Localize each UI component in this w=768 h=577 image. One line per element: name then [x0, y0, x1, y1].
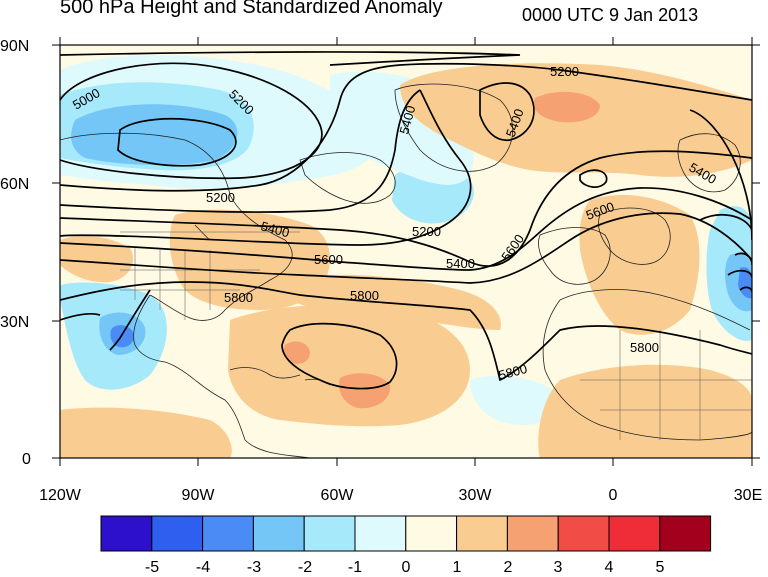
colorbar-label: 3: [554, 559, 563, 576]
colorbar-swatch: [252, 515, 305, 552]
map-frame: [59, 44, 753, 459]
axis-ticks: [52, 37, 760, 466]
colorbar-swatch: [659, 515, 712, 552]
lon-label: 30E: [734, 487, 762, 504]
lat-label: 30N: [0, 314, 29, 331]
contour-label: 5800: [350, 288, 379, 303]
anomaly-negative-atlantic: [470, 375, 563, 425]
anomaly-positive-caribbean-core: [339, 373, 391, 409]
anomaly-positive-caribbean: [228, 304, 470, 427]
latitude-labels: 90N 60N 30N 0: [0, 38, 31, 468]
lon-label: 90W: [182, 487, 216, 504]
anomaly-positive-africa: [538, 364, 752, 458]
borders: [120, 231, 752, 440]
lon-label: 0: [609, 487, 618, 504]
colorbar-swatch: [303, 515, 356, 552]
contour-label: 5800: [497, 361, 529, 383]
contour-label: 5600: [314, 252, 343, 267]
anomaly-positive-atlantic-west: [290, 274, 501, 330]
lat-label: 60N: [0, 176, 29, 193]
map-timestamp: 0000 UTC 9 Jan 2013: [522, 5, 699, 25]
lon-label: 30W: [459, 487, 493, 504]
lon-label: 120W: [39, 487, 82, 504]
colorbar-label: 5: [656, 559, 665, 576]
colorbar-swatch: [100, 515, 153, 552]
contour-label: 5400: [446, 256, 475, 271]
colorbar-label: -5: [145, 559, 159, 576]
colorbar-swatch: [202, 515, 254, 552]
lat-label: 0: [22, 451, 31, 468]
anomaly-positive-caribbean-core2: [283, 341, 310, 364]
colorbar-labels: -5 -4 -3 -2 -1 0 1 2 3 4 5: [145, 559, 665, 576]
anomaly-positive-arctic-core: [533, 91, 600, 123]
colorbar-label: 0: [402, 559, 411, 576]
anomaly-positive-south-atlantic: [60, 407, 232, 458]
lat-label: 90N: [0, 38, 29, 55]
anomaly-positive-northeast-pacific: [60, 235, 134, 283]
contour-label: 5200: [550, 64, 579, 79]
colorbar-label: 2: [504, 559, 513, 576]
contour-label: 5400: [259, 218, 291, 240]
colorbar-label: 1: [453, 559, 462, 576]
colorbar-label: -4: [196, 559, 210, 576]
longitude-labels: 120W 90W 60W 30W 0 30E: [39, 487, 762, 504]
contour-label: 5200: [206, 190, 235, 205]
colorbar-swatch: [608, 515, 661, 552]
colorbar-label: -1: [348, 559, 362, 576]
colorbar-swatch: [354, 515, 407, 552]
colorbar-swatch: [405, 515, 458, 552]
colorbar: [100, 515, 712, 552]
colorbar-label: -2: [298, 559, 312, 576]
colorbar-swatch: [557, 515, 610, 552]
colorbar-label: -3: [247, 559, 261, 576]
contour-label: 5800: [630, 340, 659, 355]
colorbar-swatch: [506, 515, 559, 552]
anomaly-negative-iberia-center: [738, 267, 752, 299]
contour-label: 5800: [224, 290, 253, 305]
contour-label: 5200: [412, 224, 441, 239]
height-contours: [60, 51, 752, 390]
colorbar-swatch: [456, 515, 508, 552]
contour-label: 5400: [396, 104, 418, 136]
map-title: 500 hPa Height and Standardized Anomaly: [60, 0, 443, 18]
colorbar-swatch: [151, 515, 204, 552]
lon-label: 60W: [321, 487, 355, 504]
colorbar-label: 4: [605, 559, 614, 576]
